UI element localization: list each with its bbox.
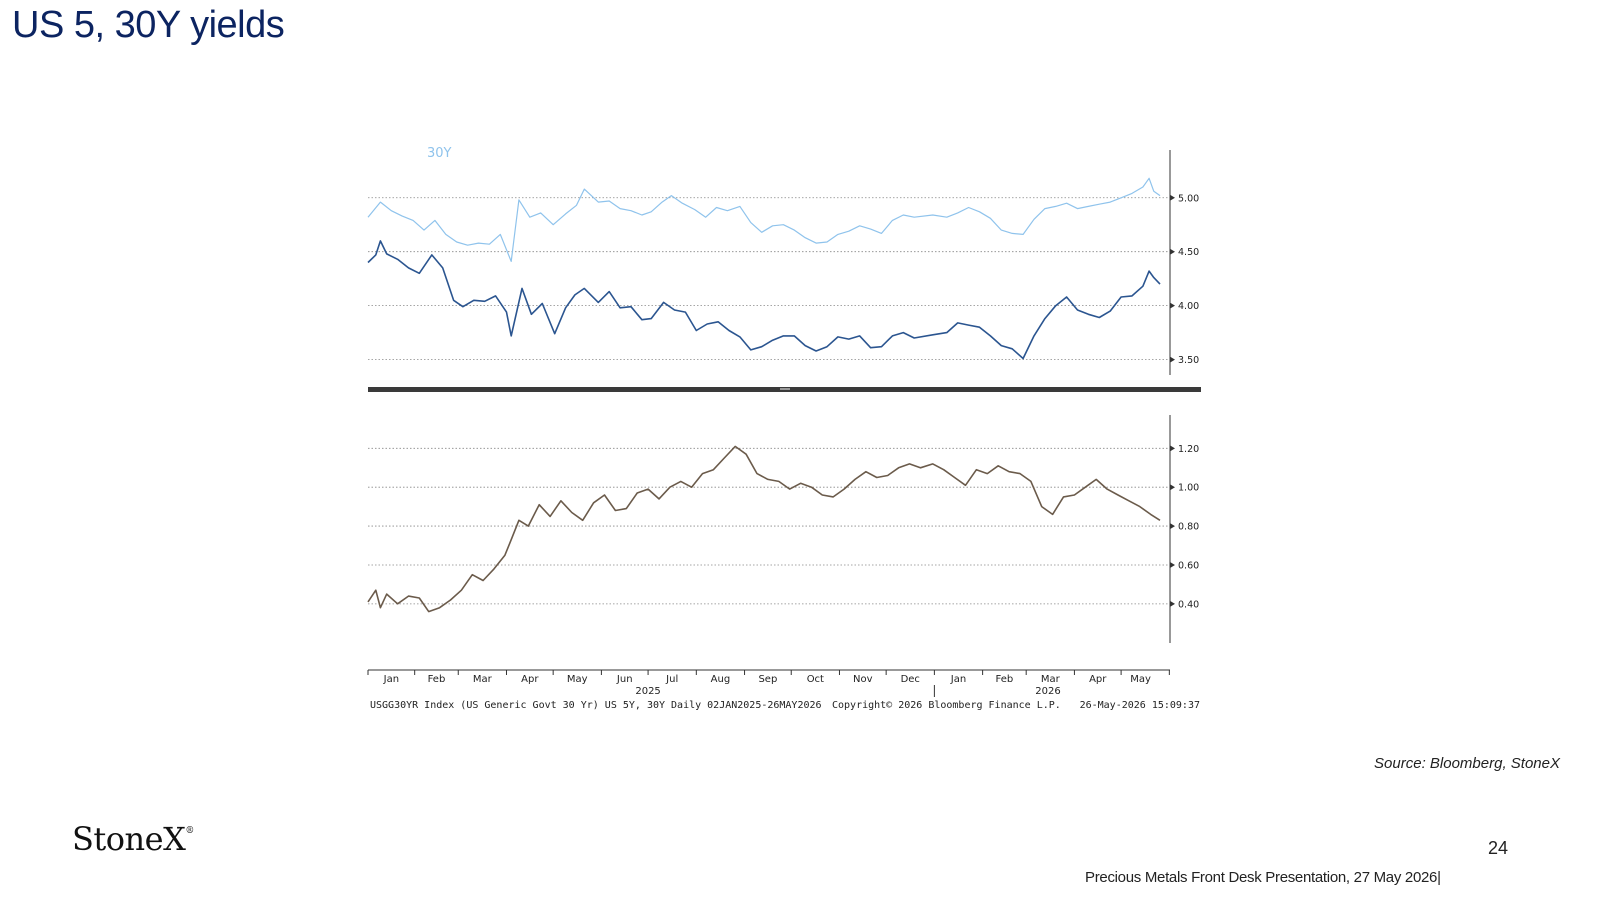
top-series-line-2 [367,240,1161,360]
bottom-series-line-1 [367,445,1161,613]
presentation-footer: Precious Metals Front Desk Presentation,… [1085,869,1441,886]
bottom-tick-arrow-icon [1170,600,1175,607]
chart-footer-center: Copyright© 2026 Bloomberg Finance L.P. [832,700,1061,711]
chart-footer-right: 26-May-2026 15:09:37 [1080,700,1200,711]
top-series [367,177,1161,360]
bottom-y-tick-label: 1.20 [1178,444,1199,455]
bottom-tick-arrow-icon [1170,523,1175,530]
bottom-grid [368,447,1170,605]
chart-footer-left: USGG30YR Index (US Generic Govt 30 Yr) U… [370,700,822,711]
x-tick-label: May [1130,674,1151,685]
top-y-axis: 5.00 4.50 4.00 3.50 [1169,150,1199,375]
bottom-series [367,445,1161,613]
x-tick-label: Dec [901,674,920,685]
bottom-y-tick-label: 0.60 [1178,560,1199,571]
bottom-panel: 1.20 1.00 0.80 0.60 0.40 [367,415,1199,643]
top-tick-arrow-icon [1170,194,1175,201]
x-tick-label: Feb [996,674,1014,685]
top-panel: 5.00 4.50 4.00 3.50 30Y [367,146,1199,375]
bottom-y-tick-label: 0.80 [1178,522,1199,533]
top-series-line-1 [367,177,1161,262]
bottom-y-tick-label: 0.40 [1178,599,1199,610]
source-note: Source: Bloomberg, StoneX [1374,755,1560,772]
x-tick-label: Oct [807,674,824,685]
slide-title: US 5, 30Y yields [12,4,285,46]
x-year-label: 2026 [1035,686,1060,697]
logo-text: StoneX [72,820,186,858]
bottom-tick-arrow-icon [1170,561,1175,568]
x-tick-label: Jan [950,674,966,685]
x-tick-label: Feb [428,674,446,685]
top-y-tick-label: 4.50 [1178,247,1199,258]
top-tick-arrow-icon [1170,248,1175,255]
x-tick-label: May [567,674,588,685]
top-tick-arrow-icon [1170,302,1175,309]
x-tick-label: Mar [473,674,493,685]
x-tick-label: Apr [521,674,539,685]
bottom-tick-arrow-icon [1170,484,1175,491]
bottom-y-axis: 1.20 1.00 0.80 0.60 0.40 [1169,415,1199,643]
top-grid [368,197,1170,361]
x-tick-label: Sep [758,674,777,685]
x-tick-label: Mar [1041,674,1061,685]
bottom-tick-arrow-icon [1170,445,1175,452]
top-y-tick-label: 3.50 [1178,355,1199,366]
chart-footer: USGG30YR Index (US Generic Govt 30 Yr) U… [370,700,1200,711]
x-tick-label: Nov [853,674,873,685]
panel-divider-handle[interactable] [780,388,790,390]
x-year-label: 2025 [635,686,660,697]
top-tick-arrow-icon [1170,356,1175,363]
yield-chart: 5.00 4.50 4.00 3.50 30Y 1.20 1.00 0.80 0.60 0.4… [367,146,1201,711]
top-y-tick-label: 4.00 [1178,301,1199,312]
registered-mark-icon: ® [185,826,194,836]
top-y-tick-label: 5.00 [1178,193,1199,204]
series-label-30y: 30Y [427,146,452,161]
x-tick-label: Aug [711,674,731,685]
page-number: 24 [1488,838,1509,858]
x-tick-label: Jul [665,674,678,685]
x-tick-label: Apr [1089,674,1107,685]
x-tick-label: Jun [616,674,633,685]
bottom-y-tick-label: 1.00 [1178,483,1199,494]
x-tick-label: Jan [383,674,399,685]
x-axis: Jan Feb Mar Apr May Jun Jul Aug Sep Oct Nov Dec Jan F… [367,669,1170,697]
stonex-logo: StoneX® [72,820,194,858]
